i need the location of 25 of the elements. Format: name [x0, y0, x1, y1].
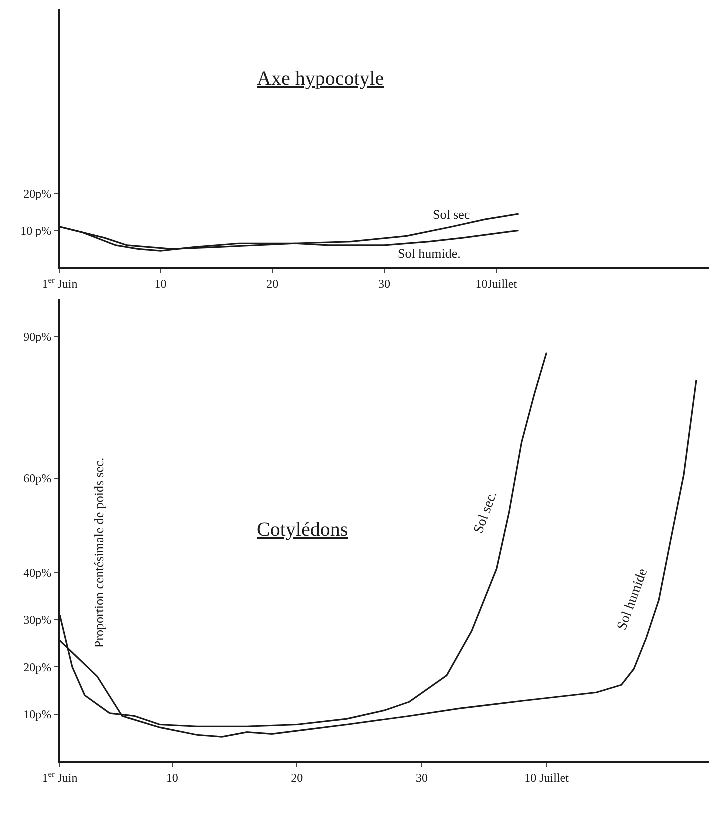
y-axis-title: Proportion centésimale de poids sec.: [91, 458, 106, 648]
text: Sol humide: [615, 567, 652, 632]
x-tick-label: 10: [166, 770, 178, 785]
y-tick-label: 20p%: [24, 660, 52, 674]
y-tick-label: 20p%: [24, 186, 52, 201]
text: Axe hypocotyle: [257, 68, 384, 90]
x-tick-label: 10: [154, 277, 167, 292]
text: Sol sec.: [472, 490, 501, 536]
x-tick-label: 20: [266, 277, 279, 292]
x-tick-label: 20: [291, 770, 304, 785]
x-tick-label: 1$^{er}$ Juin: [42, 276, 78, 292]
y-tick-label: 30p%: [24, 613, 52, 628]
y-tick-label: 40p%: [24, 566, 52, 580]
x-tick-label: 30: [378, 277, 390, 292]
y-tick-label: 10 p%: [20, 224, 52, 238]
x-tick-label: 1$^{er}$ Juin: [42, 770, 78, 785]
text: Cotylédons: [257, 519, 348, 541]
series-label: Sol humide.: [398, 246, 461, 261]
x-tick-label: 30: [416, 770, 428, 785]
y-tick-label: 10p%: [24, 708, 52, 722]
x-tick-label: 10Juillet: [476, 277, 518, 292]
x-tick-label: 10 Juillet: [524, 770, 570, 785]
y-tick-label: 90p%: [24, 330, 52, 344]
series-label: Sol sec: [433, 207, 470, 222]
y-tick-label: 60p%: [24, 472, 52, 486]
